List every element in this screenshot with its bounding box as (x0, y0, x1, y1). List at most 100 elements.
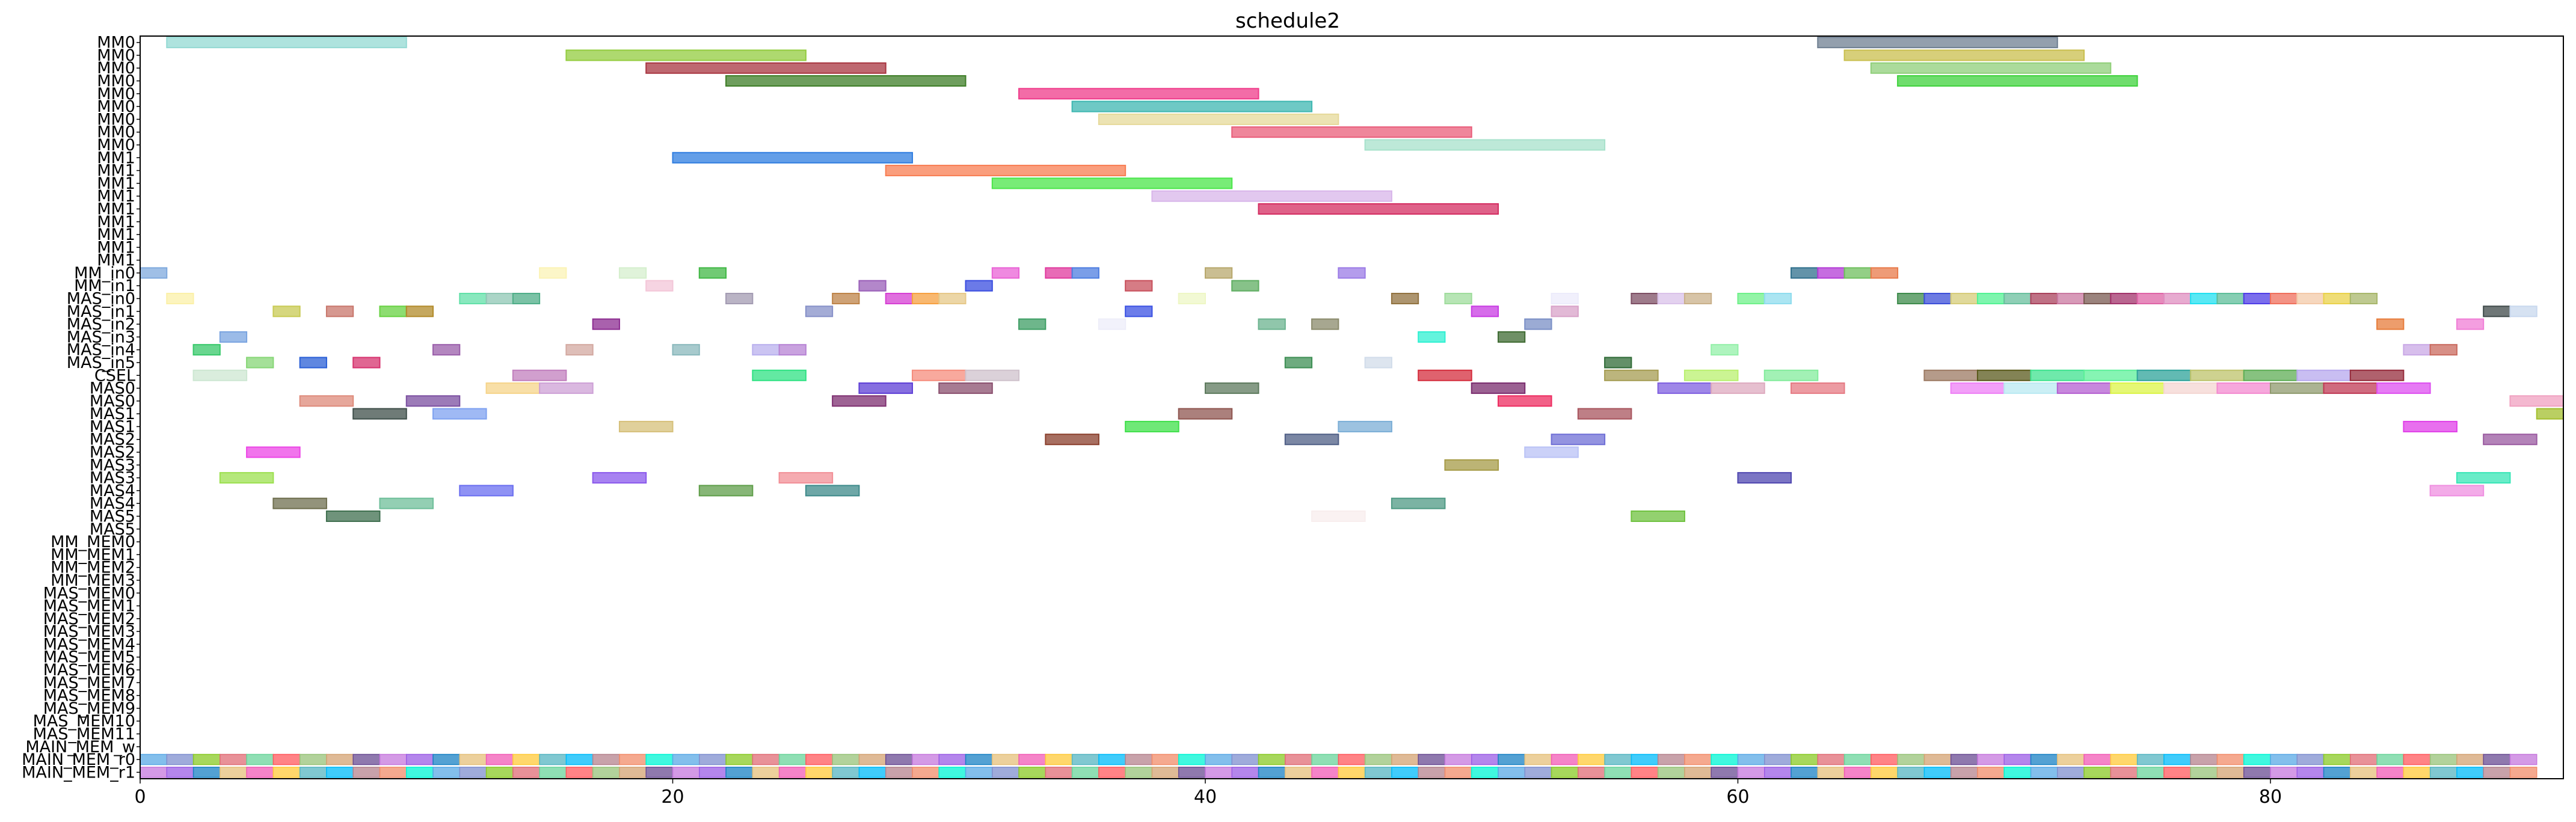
y-axis-label: MM1 (97, 174, 135, 193)
gantt-bar (539, 267, 567, 279)
gantt-bar (2030, 369, 2085, 381)
main-mem-slot (565, 753, 594, 765)
gantt-bar (405, 305, 434, 317)
main-mem-slot (2190, 767, 2218, 778)
main-mem-slot (619, 753, 647, 765)
gantt-bar (2269, 382, 2325, 394)
main-mem-slot (1843, 753, 1872, 765)
gantt-bar (166, 37, 407, 49)
gantt-bar (1870, 267, 1899, 279)
main-mem-slot (539, 753, 567, 765)
gantt-bar (459, 292, 487, 305)
gantt-bar (1923, 369, 1978, 381)
y-axis-label: MAS_in3 (67, 328, 135, 346)
y-axis-label: MAS_MEM8 (43, 687, 135, 705)
gantt-bar (2509, 395, 2565, 407)
main-mem-slot (1923, 753, 1952, 765)
main-mem-slot (1125, 753, 1153, 765)
gantt-bar (2269, 292, 2298, 305)
gantt-bar (1364, 357, 1392, 369)
y-axis-label: MM0 (97, 59, 135, 78)
main-mem-slot (2323, 767, 2351, 778)
y-axis-label: MM1 (97, 225, 135, 244)
main-mem-slot (1205, 767, 1233, 778)
main-mem-slot (805, 753, 833, 765)
main-mem-slot (1578, 767, 1605, 778)
gantt-bar (1683, 369, 1739, 381)
main-mem-slot (1631, 753, 1659, 765)
gantt-bar (325, 305, 354, 317)
gantt-bar (219, 472, 274, 484)
main-mem-slot (619, 767, 647, 778)
gantt-bar (1498, 395, 1552, 407)
main-mem-slot (1871, 753, 1898, 765)
gantt-bar (1657, 292, 1685, 305)
gantt-bar (2163, 382, 2218, 394)
main-mem-slot (2136, 753, 2165, 765)
main-mem-slot (2403, 767, 2431, 778)
gantt-bar (2083, 369, 2138, 381)
gantt-bar (2429, 485, 2485, 497)
gantt-bar (485, 292, 514, 305)
gantt-bar (1843, 49, 2085, 61)
y-axis-label: MM1 (97, 187, 135, 206)
main-mem-slot (2057, 767, 2085, 778)
main-mem-slot (1604, 767, 1632, 778)
main-mem-slot (1071, 767, 1099, 778)
chart-title: schedule2 (1235, 9, 1340, 33)
gantt-bar (1231, 126, 1472, 138)
gantt-bar (485, 382, 541, 394)
gantt-bar (2056, 382, 2112, 394)
main-mem-slot (1897, 767, 1925, 778)
main-mem-slot (1711, 767, 1739, 778)
main-mem-slot (539, 767, 567, 778)
main-mem-slot (405, 767, 434, 778)
y-axis-label: MM1 (97, 238, 135, 257)
main-mem-slot (1338, 753, 1366, 765)
gantt-bar (965, 369, 1020, 381)
y-axis-label: MAS4 (90, 494, 135, 513)
gantt-bar (1258, 203, 1499, 215)
main-mem-slot (1551, 767, 1579, 778)
main-mem-slot (1311, 753, 1339, 765)
gantt-bar (2403, 420, 2458, 432)
main-mem-slot (1098, 753, 1126, 765)
main-mem-slot (858, 767, 887, 778)
main-mem-slot (1817, 767, 1845, 778)
main-mem-slot (885, 767, 913, 778)
main-mem-slot (1045, 767, 1073, 778)
gantt-bar (1524, 318, 1552, 330)
gantt-bar (325, 510, 381, 523)
main-mem-slot (2003, 753, 2032, 765)
main-mem-slot (1791, 767, 1819, 778)
gantt-bar (1711, 382, 1765, 394)
gantt-bar (698, 267, 727, 279)
main-mem-slot (1231, 767, 1259, 778)
main-mem-slot (2456, 753, 2484, 765)
main-mem-slot (832, 767, 860, 778)
gantt-bar (1125, 305, 1153, 317)
main-mem-slot (1444, 753, 1472, 765)
gantt-bar (1311, 510, 1366, 523)
gantt-bar (2349, 369, 2405, 381)
main-mem-slot (1471, 767, 1499, 778)
gantt-bar (2509, 305, 2538, 317)
main-mem-slot (1977, 753, 2005, 765)
main-mem-slot (379, 753, 407, 765)
main-mem-slot (1498, 753, 1526, 765)
main-mem-slot (2483, 767, 2511, 778)
main-mem-slot (1631, 767, 1659, 778)
gantt-bar (1018, 88, 1259, 100)
gantt-bar (246, 446, 301, 458)
main-mem-slot (2030, 767, 2058, 778)
y-axis-label: MAS5 (90, 520, 135, 539)
main-mem-slot (1151, 753, 1179, 765)
gantt-bar (2429, 344, 2458, 356)
gantt-bar (432, 408, 487, 420)
main-mem-slot (1923, 767, 1952, 778)
x-axis-tick-label: 0 (134, 787, 146, 808)
main-mem-slot (485, 753, 514, 765)
main-mem-slot (1045, 753, 1073, 765)
main-mem-slot (2456, 767, 2484, 778)
